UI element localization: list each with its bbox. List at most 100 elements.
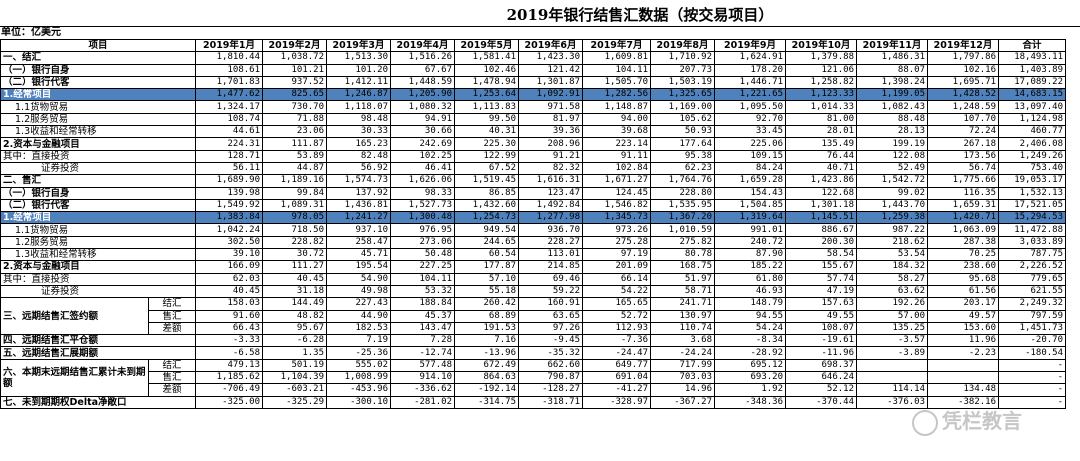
- value-cell: 28.01: [785, 125, 857, 139]
- value-cell: 54.90: [326, 272, 391, 286]
- value-cell: 121.06: [785, 63, 857, 77]
- value-cell: 1,325.65: [650, 88, 715, 102]
- value-cell: 1,118.07: [326, 100, 391, 114]
- table-row: 三、远期结售汇签约额 结汇 158.03 144.49 227.43 188.84 260.…: [0, 297, 1066, 336]
- value-cell: 160.91: [518, 297, 583, 311]
- value-cell: 58.54: [785, 248, 857, 262]
- value-cell: 102.25: [390, 149, 455, 163]
- value-cell: 242.69: [390, 137, 455, 151]
- value-cell: 139.98: [195, 186, 263, 200]
- value-cell: -382.16: [927, 395, 999, 409]
- value-cell: -192.14: [454, 383, 519, 397]
- value-cell: 695.12: [714, 358, 786, 373]
- value-cell: 94.91: [390, 112, 455, 127]
- row-label: 1.2服务贸易: [0, 112, 196, 127]
- value-cell: 1,486.31: [856, 51, 928, 65]
- value-cell: 1,532.13: [998, 186, 1066, 200]
- value-cell: 1,659.31: [927, 198, 999, 213]
- value-cell: 1,626.06: [390, 174, 455, 188]
- value-cell: 67.52: [454, 161, 519, 176]
- value-cell: 17,521.05: [998, 198, 1066, 213]
- value-cell: 86.85: [454, 186, 519, 200]
- value-cell: 3,033.89: [998, 235, 1066, 250]
- value-cell: 61.80: [714, 272, 786, 286]
- value-cell: 240.72: [714, 235, 786, 250]
- row-label: （二）银行代客: [0, 75, 196, 90]
- value-cell: 1,277.98: [518, 211, 583, 225]
- value-cell: 109.15: [714, 149, 786, 163]
- value-cell: 1,616.31: [518, 174, 583, 188]
- value-cell: 662.60: [518, 358, 583, 373]
- table-row: 四、远期结售汇平仓额 -3.33 -6.28 7.19 7.28 7.16 -9.45 -7.…: [0, 334, 1066, 348]
- value-cell: 99.50: [454, 112, 519, 127]
- value-cell: 1,367.20: [650, 211, 715, 225]
- value-cell: 1,764.76: [650, 174, 715, 188]
- value-cell: 62.23: [650, 161, 715, 176]
- value-cell: 302.50: [195, 235, 263, 250]
- value-cell: 1,448.59: [390, 75, 455, 90]
- value-cell: 39.10: [195, 248, 263, 262]
- value-cell: 2,406.08: [998, 137, 1066, 151]
- value-cell: 121.42: [518, 63, 583, 77]
- table-row: 售汇 1,185.62 1,104.39 1,008.99 914.10 864.63 79…: [1, 371, 1066, 385]
- value-cell: 1,546.82: [582, 198, 651, 213]
- value-cell: 241.71: [650, 297, 715, 311]
- value-cell: 80.78: [650, 248, 715, 262]
- table-row: 1.2服务贸易 108.74 71.88 98.48 94.91 99.50 81.97 94…: [0, 112, 1066, 127]
- value-cell: -367.27: [650, 395, 715, 409]
- table-row: 五、远期结售汇展期额 -6.58 1.35 -25.36 -12.74 -13.96 -35…: [0, 346, 1066, 360]
- value-cell: 54.22: [582, 284, 651, 299]
- table-row: 1.2服务贸易 302.50 228.82 258.47 273.06 244.65 228…: [0, 235, 1066, 250]
- value-cell: 976.95: [390, 223, 455, 237]
- value-cell: 11.96: [927, 334, 999, 348]
- value-cell: 135.49: [785, 137, 857, 151]
- value-cell: -13.96: [454, 346, 519, 360]
- value-cell: 971.58: [518, 100, 583, 114]
- value-cell: 1.35: [262, 346, 327, 360]
- value-cell: 779.65: [998, 272, 1066, 286]
- value-cell: 275.28: [582, 235, 651, 250]
- row-label: 2.资本与金融项目: [0, 137, 196, 151]
- value-cell: 95.68: [927, 272, 999, 286]
- header-month: 2019年9月: [714, 38, 786, 53]
- value-cell: 40.31: [454, 125, 519, 139]
- table-row: （二）银行代客 1,701.83 937.52 1,412.11 1,448.59 1,4…: [0, 75, 1066, 90]
- value-cell: 57.74: [785, 272, 857, 286]
- value-cell: -: [998, 395, 1066, 409]
- value-cell: 267.18: [927, 137, 999, 151]
- value-cell: -8.34: [714, 334, 786, 348]
- value-cell: 973.26: [582, 223, 651, 237]
- value-cell: 84.24: [714, 161, 786, 176]
- value-cell: 11,472.88: [998, 223, 1066, 237]
- value-cell: 1,574.73: [326, 174, 391, 188]
- data-table: 项目 2019年1月 2019年2月 2019年3月 2019年4月 2019年5月 201…: [0, 38, 1066, 409]
- value-cell: 1,446.71: [714, 75, 786, 90]
- value-cell: 1,169.00: [650, 100, 715, 114]
- value-cell: 1,080.32: [390, 100, 455, 114]
- value-cell: -281.02: [390, 395, 455, 409]
- value-cell: 621.55: [998, 284, 1066, 299]
- value-cell: 48.82: [262, 309, 327, 323]
- value-cell: 72.24: [927, 125, 999, 139]
- value-cell: 649.77: [582, 358, 651, 373]
- value-cell: 71.88: [262, 112, 327, 127]
- value-cell: 58.71: [650, 284, 715, 299]
- value-cell: 2,226.52: [998, 260, 1066, 274]
- value-cell: 98.48: [326, 112, 391, 127]
- value-cell: 914.10: [390, 371, 455, 385]
- value-cell: -24.47: [582, 346, 651, 360]
- table-row: 1.经常项目 1,383.84 978.05 1,241.27 1,300.48 1,25…: [0, 211, 1066, 225]
- value-cell: 718.50: [262, 223, 327, 237]
- value-cell: 76.44: [785, 149, 857, 163]
- value-cell: 1,659.28: [714, 174, 786, 188]
- value-cell: 91.11: [582, 149, 651, 163]
- value-cell: 1,542.72: [856, 174, 928, 188]
- value-cell: 1,477.62: [195, 88, 263, 102]
- value-cell: 95.67: [262, 321, 327, 336]
- value-cell: 7.19: [326, 334, 391, 348]
- table-row: 证券投资 40.45 31.18 49.98 53.32 55.18 59.22 54.22 5…: [0, 284, 1066, 299]
- table-row: 二、售汇 1,689.90 1,189.16 1,574.73 1,626.06 1,51…: [0, 174, 1066, 188]
- value-cell: 2,249.32: [998, 297, 1066, 311]
- value-cell: -3.89: [856, 346, 928, 360]
- value-cell: 95.38: [650, 149, 715, 163]
